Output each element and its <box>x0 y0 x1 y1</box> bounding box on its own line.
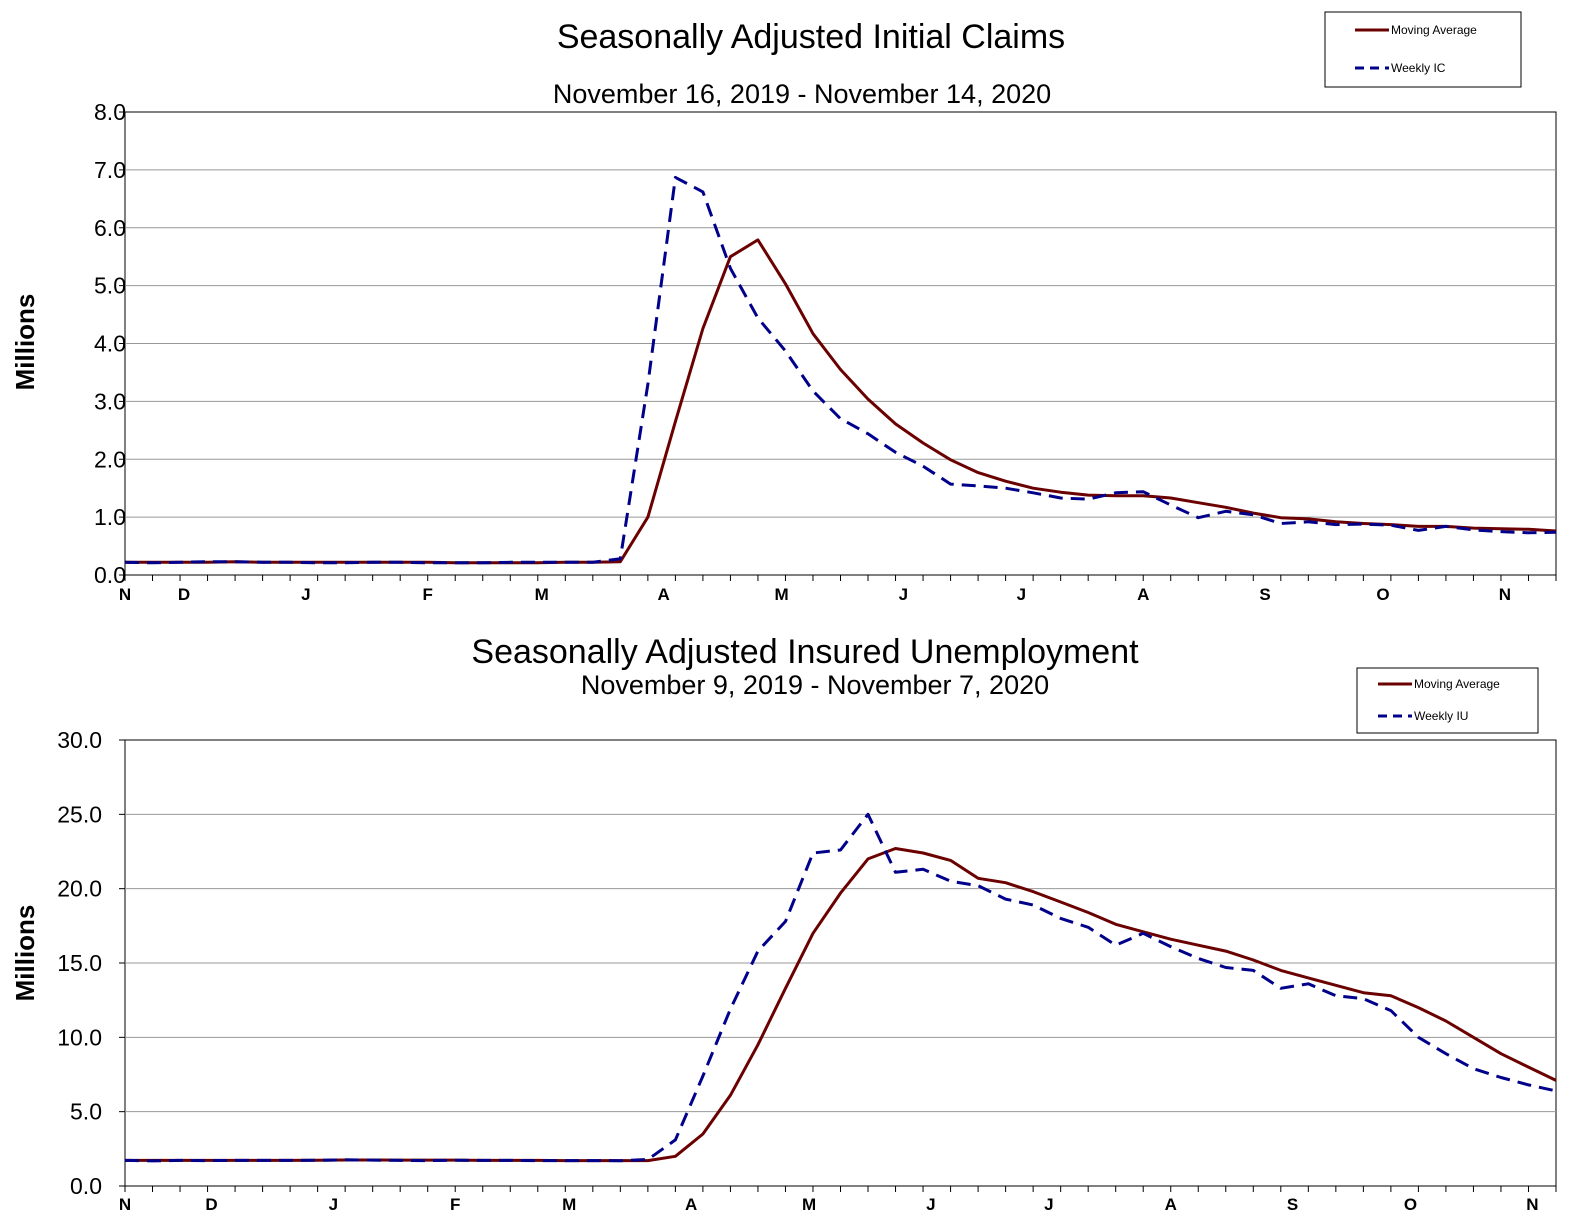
y-tick-label: 4.0 <box>94 331 126 357</box>
x-month-label: J <box>926 1195 935 1214</box>
chart-subtitle: November 9, 2019 - November 7, 2020 <box>581 670 1049 700</box>
y-tick-label: 15.0 <box>57 950 102 976</box>
x-month-label: D <box>178 585 190 604</box>
x-month-label: J <box>1017 585 1026 604</box>
chart-title: Seasonally Adjusted Initial Claims <box>557 18 1065 56</box>
chart-title: Seasonally Adjusted Insured Unemployment <box>471 633 1139 671</box>
x-month-label: F <box>450 1195 460 1214</box>
x-month-label: M <box>535 585 549 604</box>
initial-claims-chart: Seasonally Adjusted Initial Claims Novem… <box>10 11 1557 604</box>
legend: Moving Average Weekly IC <box>1324 11 1522 88</box>
x-month-label: M <box>562 1195 576 1214</box>
series-line-moving-average <box>125 238 1557 565</box>
x-month-label: N <box>119 585 131 604</box>
x-month-label: O <box>1404 1195 1417 1214</box>
y-tick-label: 0.0 <box>70 1173 102 1199</box>
y-tick-label: 10.0 <box>57 1024 102 1050</box>
series-line-weekly-iu <box>124 812 1557 1163</box>
y-tick-label: 1.0 <box>94 504 126 530</box>
y-tick-label: 5.0 <box>70 1099 102 1125</box>
y-tick-label: 7.0 <box>94 157 126 183</box>
legend-label-weekly-ic: Weekly IC <box>1391 61 1446 75</box>
x-month-label: J <box>1044 1195 1053 1214</box>
x-month-label: J <box>301 585 310 604</box>
chart-subtitle: November 16, 2019 - November 14, 2020 <box>553 79 1051 109</box>
x-month-label: O <box>1376 585 1389 604</box>
x-month-label: N <box>1526 1195 1538 1214</box>
legend: Moving Average Weekly IU <box>1356 667 1539 734</box>
legend-box <box>1356 667 1539 734</box>
x-month-label: J <box>899 585 908 604</box>
x-month-label: S <box>1259 585 1270 604</box>
x-month-label: A <box>685 1195 697 1214</box>
x-month-label: M <box>774 585 788 604</box>
x-month-label: S <box>1287 1195 1298 1214</box>
y-axis-label: Millions <box>10 294 40 391</box>
y-tick-label: 0.0 <box>94 562 126 588</box>
y-tick-label: 25.0 <box>57 801 102 827</box>
x-month-label: N <box>119 1195 131 1214</box>
legend-label-weekly-iu: Weekly IU <box>1414 709 1468 723</box>
legend-box <box>1324 11 1522 88</box>
y-tick-label: 2.0 <box>94 446 126 472</box>
y-tick-label: 5.0 <box>94 273 126 299</box>
x-month-label: D <box>205 1195 217 1214</box>
y-tick-label: 20.0 <box>57 876 102 902</box>
series-line-moving-average <box>125 847 1557 1163</box>
legend-label-moving-average: Moving Average <box>1391 23 1477 37</box>
x-month-label: A <box>1165 1195 1177 1214</box>
x-month-label: J <box>329 1195 338 1214</box>
x-month-label: M <box>802 1195 816 1214</box>
y-axis-label: Millions <box>10 905 40 1002</box>
series-line-weekly-ic <box>124 175 1557 565</box>
x-month-label: A <box>657 585 669 604</box>
x-month-label: A <box>1137 585 1149 604</box>
y-tick-label: 3.0 <box>94 388 126 414</box>
y-tick-label: 6.0 <box>94 215 126 241</box>
x-month-label: N <box>1499 585 1511 604</box>
x-month-label: F <box>423 585 433 604</box>
insured-unemployment-chart: Seasonally Adjusted Insured Unemployment… <box>10 633 1557 1214</box>
y-tick-label: 8.0 <box>94 99 126 125</box>
y-tick-label: 30.0 <box>57 727 102 753</box>
legend-label-moving-average: Moving Average <box>1414 677 1500 691</box>
